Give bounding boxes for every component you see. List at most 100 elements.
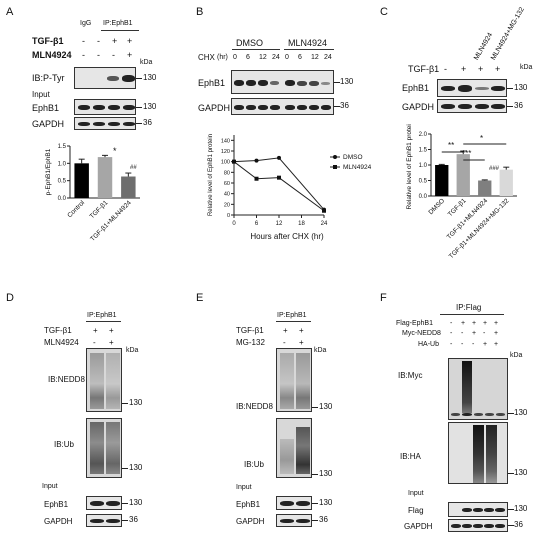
band	[475, 104, 489, 109]
myc-blot	[448, 358, 508, 420]
band	[484, 524, 494, 528]
band	[285, 80, 295, 86]
mw-tick	[334, 82, 340, 83]
band	[78, 122, 90, 126]
mw-tick	[136, 123, 142, 124]
x-tick-label: 6	[255, 221, 259, 227]
sign-mark: -	[483, 330, 486, 337]
dmso-header: DMSO	[236, 38, 263, 48]
gapdh-label: GAPDH	[44, 517, 73, 526]
band	[108, 105, 120, 110]
y-tick-label: 60	[224, 181, 230, 187]
band	[246, 105, 256, 110]
input-label: Input	[42, 483, 58, 490]
data-point	[277, 155, 281, 160]
ib-ptyr-label: IB:P-Tyr	[32, 73, 65, 83]
mw-gapdh: 36	[514, 101, 523, 110]
sign-mark: +	[494, 330, 499, 337]
sign-mark: -	[472, 341, 475, 348]
mln-mg-col-label: MLN4924+MG-132	[490, 6, 526, 62]
band	[90, 519, 104, 523]
data-point	[277, 175, 281, 180]
mln-header: MLN4924	[288, 38, 328, 48]
ptyr-blot	[74, 67, 136, 89]
sign-mark: +	[127, 50, 133, 60]
mw-nedd8: 130	[129, 398, 143, 407]
mw-ptyr: 130	[143, 73, 157, 82]
mw-myc: 130	[514, 408, 528, 417]
sign-mark: +	[299, 326, 304, 335]
band	[475, 87, 489, 90]
band	[321, 105, 331, 110]
smear	[462, 361, 472, 413]
mw-ub: 130	[319, 469, 333, 478]
y-tick-label: 120	[221, 149, 230, 155]
band	[106, 501, 120, 506]
ephb1-label: EphB1	[236, 500, 261, 509]
band	[474, 413, 483, 416]
ip-label: IP:EphB1	[103, 20, 133, 27]
band	[280, 501, 294, 506]
y-tick-label: 80	[224, 170, 230, 176]
hr-label: (hr)	[217, 54, 228, 61]
series-line	[233, 161, 325, 212]
band	[122, 75, 135, 82]
ephb1-blot	[231, 70, 334, 94]
band	[441, 104, 455, 109]
mw-ub: 130	[129, 463, 143, 472]
sign-mark: +	[112, 36, 118, 46]
treat-mln-label: MLN4924	[32, 50, 72, 60]
legend-label: DMSO	[343, 154, 363, 161]
sign-mark: -	[82, 50, 85, 60]
sign-mark: +	[483, 341, 488, 348]
sign-mark: -	[97, 36, 100, 46]
mw-tick	[136, 107, 142, 108]
kda-label: kDa	[314, 347, 327, 354]
smear	[280, 353, 294, 409]
sign-mark: -	[93, 338, 96, 347]
treat-mg-label: MG-132	[236, 338, 265, 347]
ub-blot	[276, 418, 312, 478]
sign-mark: -	[112, 50, 115, 60]
band	[106, 519, 120, 523]
mw-ephb1: 130	[340, 77, 354, 86]
y-tick-label: 40	[224, 192, 230, 198]
ephb1-label: EphB1	[32, 103, 60, 113]
sign-mark: -	[450, 320, 453, 327]
category-label: TGF-β1	[447, 197, 468, 218]
sign-mark: +	[299, 338, 304, 347]
band	[495, 508, 505, 512]
band	[473, 524, 483, 528]
ephb1-blot	[437, 79, 507, 97]
mw-tick	[312, 407, 318, 408]
mw-tick	[122, 520, 128, 521]
sign-mark: 12	[311, 54, 319, 61]
smear	[90, 422, 104, 474]
mw-tick	[508, 509, 514, 510]
bar	[499, 169, 513, 196]
ephb1-blot	[74, 99, 136, 115]
band	[451, 524, 461, 528]
ip-line	[101, 30, 139, 31]
band	[491, 86, 505, 91]
sig-c-4: ###	[489, 166, 500, 172]
band	[270, 105, 280, 110]
mw-ephb1: 130	[129, 498, 143, 507]
y-tick-label: 0.5	[58, 179, 67, 185]
mw-tick	[312, 503, 318, 504]
gapdh-label: GAPDH	[404, 522, 433, 531]
band	[258, 80, 268, 86]
band	[321, 82, 330, 85]
kda-label: kDa	[510, 352, 523, 359]
gapdh-label: GAPDH	[236, 517, 265, 526]
legend-marker	[333, 155, 337, 159]
band	[309, 105, 319, 110]
nedd8-blot	[276, 348, 312, 412]
panel-label-c: C	[380, 6, 388, 18]
mln-line	[284, 49, 334, 50]
ib-myc-label: IB:Myc	[398, 371, 423, 380]
ip-label: IP:EphB1	[277, 312, 307, 319]
sign-mark: -	[444, 64, 447, 74]
band	[280, 519, 294, 523]
